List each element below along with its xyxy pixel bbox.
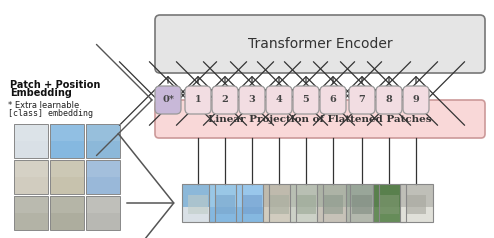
Bar bbox=[86, 124, 120, 144]
Bar bbox=[50, 160, 84, 180]
Bar bbox=[262, 207, 295, 222]
Bar bbox=[14, 177, 48, 194]
Text: Embedding: Embedding bbox=[10, 88, 72, 98]
Bar bbox=[208, 184, 242, 207]
FancyBboxPatch shape bbox=[239, 86, 265, 114]
Bar bbox=[14, 141, 48, 158]
Bar bbox=[50, 177, 84, 194]
Text: 6: 6 bbox=[329, 95, 336, 104]
Bar bbox=[86, 196, 120, 230]
Bar bbox=[236, 184, 269, 222]
Text: 1: 1 bbox=[195, 95, 202, 104]
Bar bbox=[406, 195, 426, 214]
Text: 2: 2 bbox=[222, 95, 228, 104]
Bar bbox=[181, 184, 214, 207]
Bar bbox=[317, 207, 349, 222]
Bar bbox=[236, 184, 269, 207]
Bar bbox=[400, 184, 433, 222]
Bar bbox=[289, 184, 323, 207]
FancyBboxPatch shape bbox=[185, 86, 211, 114]
Text: 5: 5 bbox=[303, 95, 309, 104]
Bar bbox=[345, 207, 378, 222]
Bar bbox=[296, 195, 316, 214]
FancyBboxPatch shape bbox=[155, 100, 485, 138]
Bar bbox=[14, 124, 48, 144]
Bar bbox=[208, 207, 242, 222]
FancyBboxPatch shape bbox=[403, 86, 429, 114]
Bar bbox=[400, 184, 433, 207]
FancyBboxPatch shape bbox=[349, 86, 375, 114]
FancyBboxPatch shape bbox=[320, 86, 346, 114]
FancyBboxPatch shape bbox=[212, 86, 238, 114]
Bar bbox=[345, 184, 378, 207]
Bar bbox=[379, 195, 399, 214]
Bar bbox=[14, 213, 48, 230]
Bar bbox=[86, 160, 120, 194]
Bar bbox=[262, 184, 295, 222]
Bar bbox=[317, 184, 349, 207]
Text: 3: 3 bbox=[248, 95, 255, 104]
Text: 8: 8 bbox=[386, 95, 392, 104]
Bar bbox=[289, 207, 323, 222]
Text: [class] embedding: [class] embedding bbox=[8, 109, 93, 118]
Bar bbox=[323, 195, 343, 214]
Bar bbox=[14, 124, 48, 158]
Text: 0*: 0* bbox=[162, 95, 174, 104]
Bar bbox=[181, 184, 214, 222]
Text: * Extra learnable: * Extra learnable bbox=[8, 101, 79, 110]
Bar bbox=[400, 207, 433, 222]
Bar bbox=[50, 124, 84, 144]
Bar bbox=[372, 184, 406, 207]
FancyBboxPatch shape bbox=[376, 86, 402, 114]
Bar bbox=[86, 213, 120, 230]
Bar bbox=[208, 184, 242, 222]
Bar bbox=[50, 213, 84, 230]
Text: 9: 9 bbox=[412, 95, 419, 104]
Bar bbox=[14, 160, 48, 194]
Bar bbox=[215, 195, 235, 214]
Bar bbox=[181, 207, 214, 222]
Bar bbox=[86, 141, 120, 158]
Bar bbox=[372, 184, 406, 222]
Bar bbox=[86, 177, 120, 194]
Text: 7: 7 bbox=[359, 95, 366, 104]
Bar bbox=[86, 124, 120, 158]
Bar bbox=[50, 196, 84, 230]
Bar bbox=[86, 160, 120, 180]
FancyBboxPatch shape bbox=[293, 86, 319, 114]
Text: 4: 4 bbox=[276, 95, 283, 104]
Bar bbox=[345, 184, 378, 222]
Bar bbox=[289, 184, 323, 222]
Bar bbox=[50, 196, 84, 216]
Text: Transformer Encoder: Transformer Encoder bbox=[247, 37, 392, 51]
Bar bbox=[50, 124, 84, 158]
Bar bbox=[50, 160, 84, 194]
FancyBboxPatch shape bbox=[266, 86, 292, 114]
Bar bbox=[372, 207, 406, 222]
Bar bbox=[262, 184, 295, 207]
Bar bbox=[50, 141, 84, 158]
Bar bbox=[352, 195, 372, 214]
Text: Patch + Position: Patch + Position bbox=[10, 80, 100, 90]
Bar bbox=[188, 195, 208, 214]
Bar bbox=[86, 196, 120, 216]
Bar bbox=[14, 196, 48, 216]
FancyBboxPatch shape bbox=[155, 15, 485, 73]
Bar bbox=[317, 184, 349, 222]
Bar bbox=[242, 195, 262, 214]
FancyBboxPatch shape bbox=[155, 86, 181, 114]
Bar bbox=[236, 207, 269, 222]
Bar bbox=[14, 196, 48, 230]
Text: Linear Projection of Flattened Patches: Linear Projection of Flattened Patches bbox=[208, 114, 432, 124]
Bar bbox=[269, 195, 289, 214]
Bar bbox=[14, 160, 48, 180]
